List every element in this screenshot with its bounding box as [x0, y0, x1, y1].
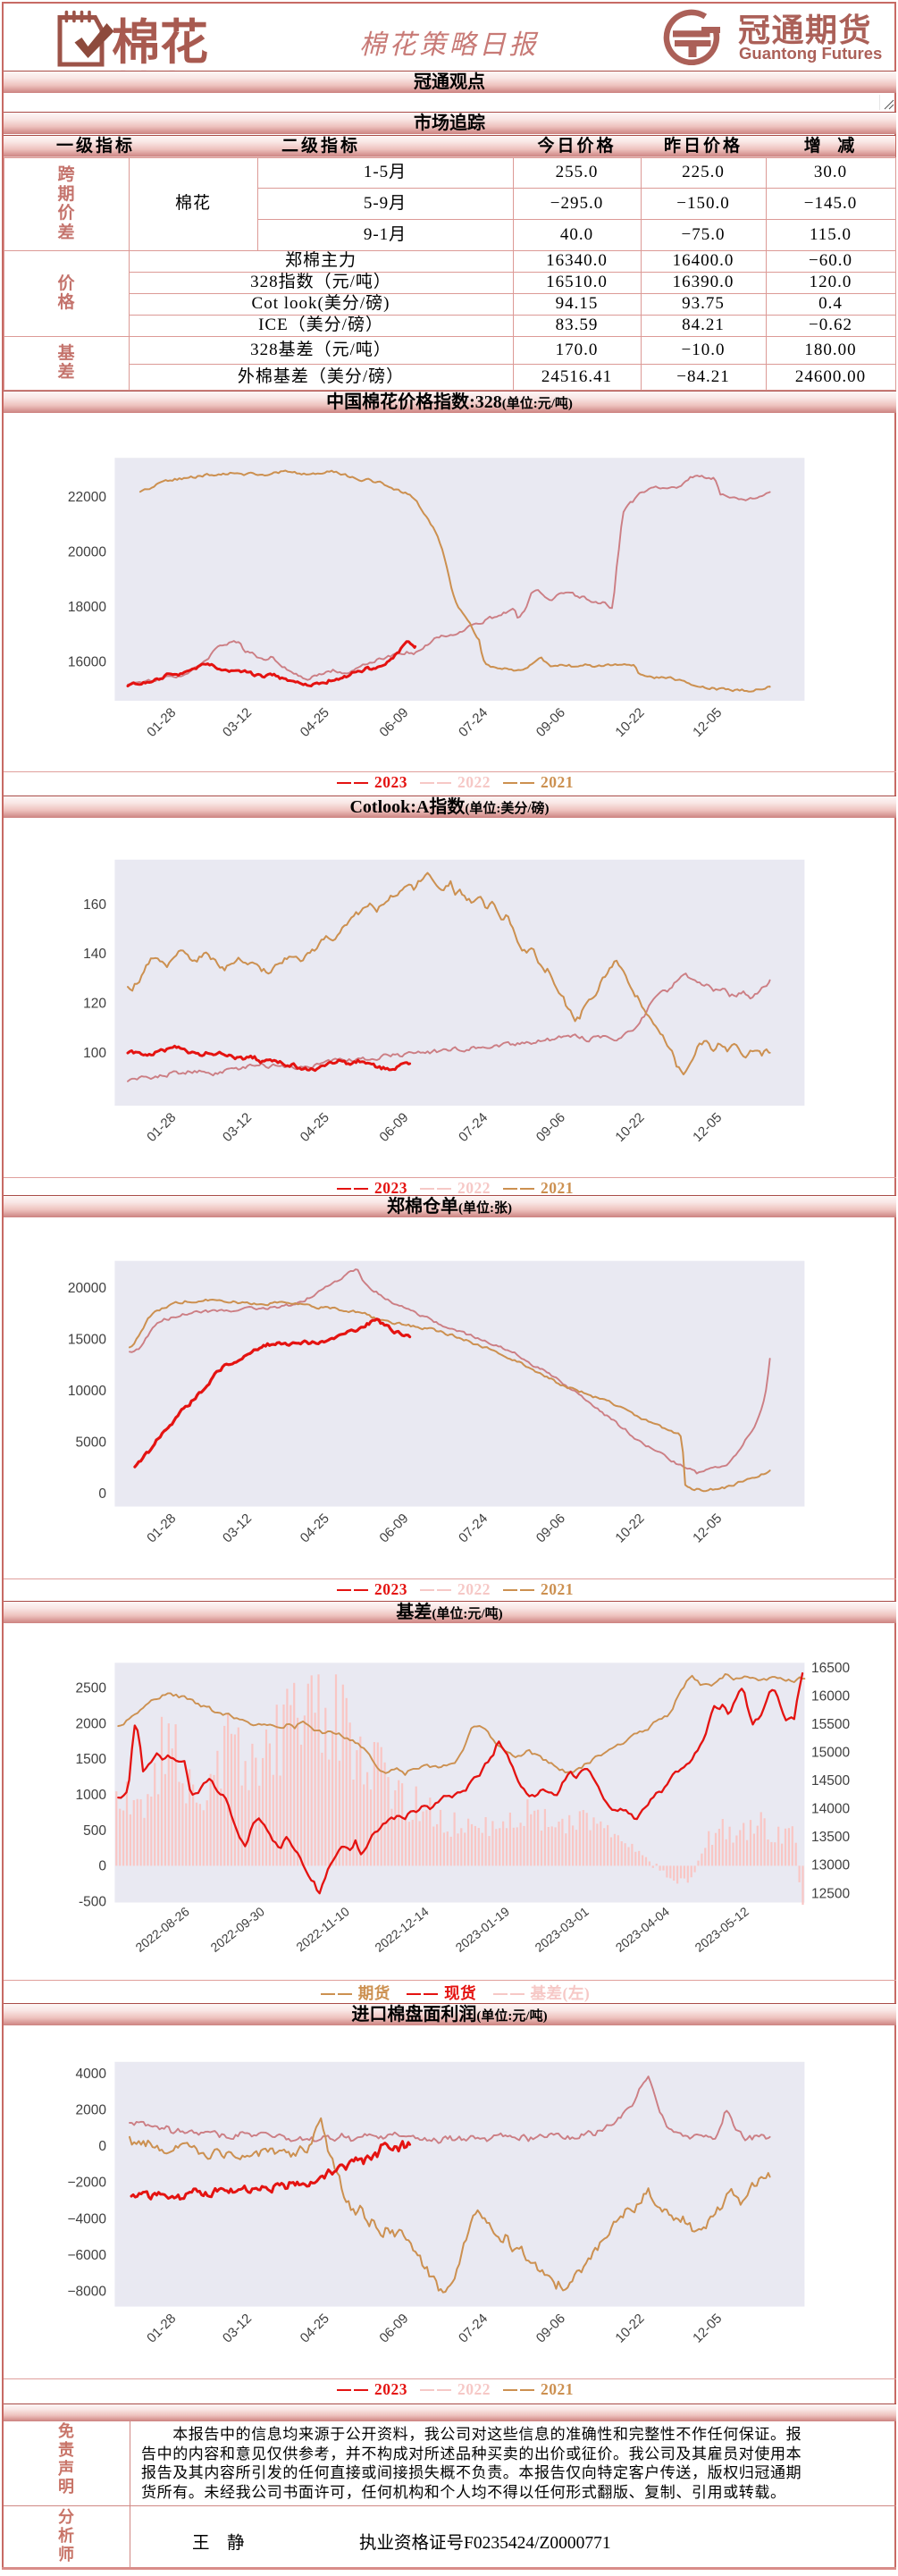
svg-text:−8000: −8000: [67, 2285, 106, 2300]
svg-text:13000: 13000: [811, 1858, 850, 1873]
svg-text:07-24: 07-24: [456, 705, 491, 740]
svg-text:01-28: 01-28: [144, 2311, 179, 2345]
svg-text:14500: 14500: [811, 1773, 850, 1789]
svg-text:2023-03-01: 2023-03-01: [532, 1904, 591, 1955]
svg-text:12-05: 12-05: [690, 1110, 725, 1145]
svg-text:2022-08-26: 2022-08-26: [132, 1904, 191, 1955]
svg-text:06-09: 06-09: [376, 705, 411, 740]
svg-text:22000: 22000: [68, 490, 106, 505]
svg-text:0: 0: [98, 1859, 106, 1874]
svg-text:01-28: 01-28: [144, 1110, 179, 1145]
svg-text:0: 0: [98, 1486, 106, 1502]
svg-text:10-22: 10-22: [612, 705, 647, 740]
svg-text:2023-05-12: 2023-05-12: [692, 1904, 751, 1955]
svg-text:03-12: 03-12: [220, 2311, 255, 2345]
svg-text:−6000: −6000: [67, 2248, 106, 2263]
svg-text:10-22: 10-22: [612, 1511, 647, 1545]
svg-text:100: 100: [83, 1046, 106, 1061]
svg-text:09-06: 09-06: [533, 1110, 568, 1145]
svg-text:15000: 15000: [811, 1746, 850, 1761]
svg-text:04-25: 04-25: [298, 2311, 332, 2345]
svg-text:07-24: 07-24: [456, 1110, 491, 1145]
svg-text:04-25: 04-25: [298, 1110, 332, 1145]
svg-text:06-09: 06-09: [376, 1511, 411, 1545]
svg-text:棉花: 棉花: [112, 65, 208, 73]
svg-text:10000: 10000: [68, 1384, 106, 1399]
svg-text:13500: 13500: [811, 1830, 850, 1845]
svg-text:15500: 15500: [811, 1717, 850, 1732]
svg-text:12-05: 12-05: [690, 1511, 725, 1545]
svg-text:06-09: 06-09: [376, 2311, 411, 2345]
svg-text:03-12: 03-12: [220, 1110, 255, 1145]
svg-text:20000: 20000: [68, 1281, 106, 1296]
svg-text:Guantong Futures: Guantong Futures: [739, 44, 882, 63]
svg-text:07-24: 07-24: [456, 2311, 491, 2345]
svg-text:09-06: 09-06: [533, 705, 568, 740]
svg-text:2000: 2000: [76, 2103, 107, 2118]
svg-text:10-22: 10-22: [612, 2311, 647, 2345]
svg-text:-500: -500: [79, 1894, 106, 1909]
svg-text:12500: 12500: [811, 1886, 850, 1901]
svg-text:−2000: −2000: [67, 2176, 106, 2191]
svg-text:16000: 16000: [68, 654, 106, 669]
svg-text:1500: 1500: [76, 1752, 107, 1767]
svg-text:18000: 18000: [68, 600, 106, 615]
svg-text:4000: 4000: [76, 2067, 107, 2082]
svg-text:03-12: 03-12: [220, 705, 255, 740]
svg-text:2000: 2000: [76, 1716, 107, 1731]
svg-text:04-25: 04-25: [298, 705, 332, 740]
svg-text:01-28: 01-28: [144, 705, 179, 740]
svg-text:10-22: 10-22: [612, 1110, 647, 1145]
svg-text:14000: 14000: [811, 1802, 850, 1817]
svg-text:16000: 16000: [811, 1689, 850, 1705]
svg-text:2022-09-30: 2022-09-30: [208, 1904, 267, 1955]
svg-text:5000: 5000: [76, 1435, 107, 1451]
svg-text:09-06: 09-06: [533, 1511, 568, 1545]
svg-text:15000: 15000: [68, 1332, 106, 1347]
svg-text:冠通期货: 冠通期货: [738, 12, 872, 48]
svg-text:20000: 20000: [68, 544, 106, 560]
svg-text:09-06: 09-06: [533, 2311, 568, 2345]
svg-text:12-05: 12-05: [690, 705, 725, 740]
svg-text:−4000: −4000: [67, 2211, 106, 2227]
svg-text:12-05: 12-05: [690, 2311, 725, 2345]
svg-text:03-12: 03-12: [220, 1511, 255, 1545]
svg-text:2023-04-04: 2023-04-04: [613, 1904, 672, 1955]
svg-text:2022-12-14: 2022-12-14: [372, 1904, 431, 1955]
svg-text:120: 120: [83, 997, 106, 1012]
svg-text:棉花: 棉花: [112, 16, 208, 70]
svg-text:07-24: 07-24: [456, 1511, 491, 1545]
svg-text:1000: 1000: [76, 1788, 107, 1803]
svg-text:04-25: 04-25: [298, 1511, 332, 1545]
svg-text:2023-01-19: 2023-01-19: [453, 1904, 512, 1955]
svg-text:16500: 16500: [811, 1661, 850, 1676]
svg-text:2500: 2500: [76, 1681, 107, 1696]
svg-text:500: 500: [83, 1823, 106, 1839]
svg-text:0: 0: [98, 2139, 106, 2154]
svg-text:01-28: 01-28: [144, 1511, 179, 1545]
svg-text:160: 160: [83, 897, 106, 913]
svg-text:06-09: 06-09: [376, 1110, 411, 1145]
svg-text:2022-11-10: 2022-11-10: [293, 1904, 352, 1954]
svg-text:140: 140: [83, 947, 106, 962]
